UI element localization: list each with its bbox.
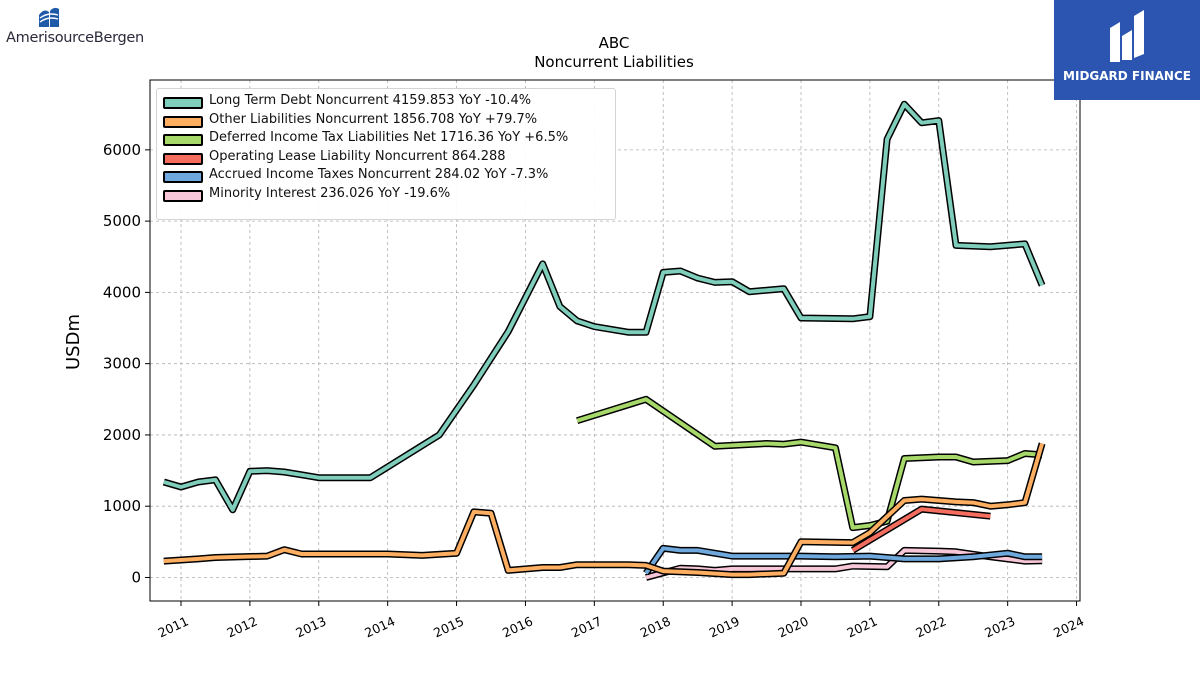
legend-swatch (163, 134, 203, 147)
legend-label: Minority Interest 236.026 YoY -19.6% (209, 186, 451, 201)
y-tick-label: 2000 (103, 426, 141, 444)
x-tick-label: 2022 (913, 613, 948, 640)
x-tick-label: 2021 (844, 613, 879, 640)
legend-swatch (163, 171, 203, 184)
wave-logo-icon (39, 7, 59, 27)
midgard-monogram-icon (1110, 10, 1144, 62)
x-tick-label: 2016 (500, 613, 535, 640)
x-tick-label: 2018 (638, 613, 673, 640)
series-accrued-income-taxes-noncurrent (643, 544, 1043, 576)
chart-title: ABC (599, 34, 630, 52)
legend-item: Minority Interest 236.026 YoY -19.6% (163, 184, 613, 204)
x-tick-label: 2019 (707, 613, 742, 640)
plot-frame (149, 79, 1081, 602)
midgard-finance-logo: MIDGARD FINANCE (1054, 0, 1200, 100)
legend: Long Term Debt Noncurrent 4159.853 YoY -… (156, 88, 616, 220)
x-tick-label: 2023 (982, 613, 1017, 640)
legend-swatch (163, 97, 203, 109)
series-line (163, 102, 1044, 512)
series-layer (162, 100, 1046, 581)
legend-label: Accrued Income Taxes Noncurrent 284.02 Y… (209, 167, 549, 183)
y-tick-label: 5000 (103, 212, 141, 230)
x-tick-label: 2012 (224, 613, 259, 640)
series-other-liabilities-noncurrent (163, 442, 1046, 579)
series-line (851, 507, 991, 553)
y-tick-label: 3000 (103, 355, 141, 373)
legend-swatch (163, 190, 203, 202)
chart-subtitle: Noncurrent Liabilities (534, 53, 694, 71)
legend-label: Operating Lease Liability Noncurrent 864… (209, 148, 506, 164)
x-tick-label: 2014 (362, 613, 397, 640)
legend-label: Other Liabilities Noncurrent 1856.708 Yo… (209, 111, 538, 127)
series-long-term-debt-noncurrent (162, 100, 1046, 514)
series-operating-lease-liability-noncurrent (850, 505, 991, 554)
series-line (644, 546, 1043, 575)
legend-swatch (163, 152, 203, 165)
x-tick-label: 2013 (293, 613, 328, 640)
amerisourcebergen-logo: AmerisourceBergen (6, 6, 176, 50)
legend-item: Deferred Income Tax Liabilities Net 1716… (163, 128, 613, 148)
y-tick-label: 0 (131, 568, 141, 586)
y-tick-label: 6000 (103, 141, 141, 159)
series-line (163, 442, 1045, 577)
y-axis-label: USDm (63, 314, 84, 370)
x-tick-label: 2020 (776, 613, 811, 640)
y-tick-label: 1000 (103, 497, 141, 515)
series-outline (163, 442, 1046, 579)
legend-label: Deferred Income Tax Liabilities Net 1716… (209, 130, 569, 146)
amerisourcebergen-wordmark: AmerisourceBergen (6, 30, 144, 46)
legend-item: Operating Lease Liability Noncurrent 864… (163, 147, 613, 167)
series-deferred-income-tax-liabilities-net (576, 395, 1043, 532)
x-tick-label: 2011 (156, 613, 191, 640)
series-line (576, 397, 1043, 530)
legend-item: Other Liabilities Noncurrent 1856.708 Yo… (163, 110, 613, 130)
x-tick-label: 2017 (569, 613, 604, 640)
legend-label: Long Term Debt Noncurrent 4159.853 YoY -… (209, 93, 532, 108)
legend-item: Accrued Income Taxes Noncurrent 284.02 Y… (163, 165, 613, 185)
legend-item: Long Term Debt Noncurrent 4159.853 YoY -… (163, 91, 613, 111)
y-tick-label: 4000 (103, 283, 141, 301)
x-tick-label: 2015 (431, 613, 466, 640)
x-tick-label: 2024 (1051, 613, 1086, 640)
midgard-finance-wordmark: MIDGARD FINANCE (1063, 69, 1191, 83)
legend-swatch (163, 115, 203, 128)
